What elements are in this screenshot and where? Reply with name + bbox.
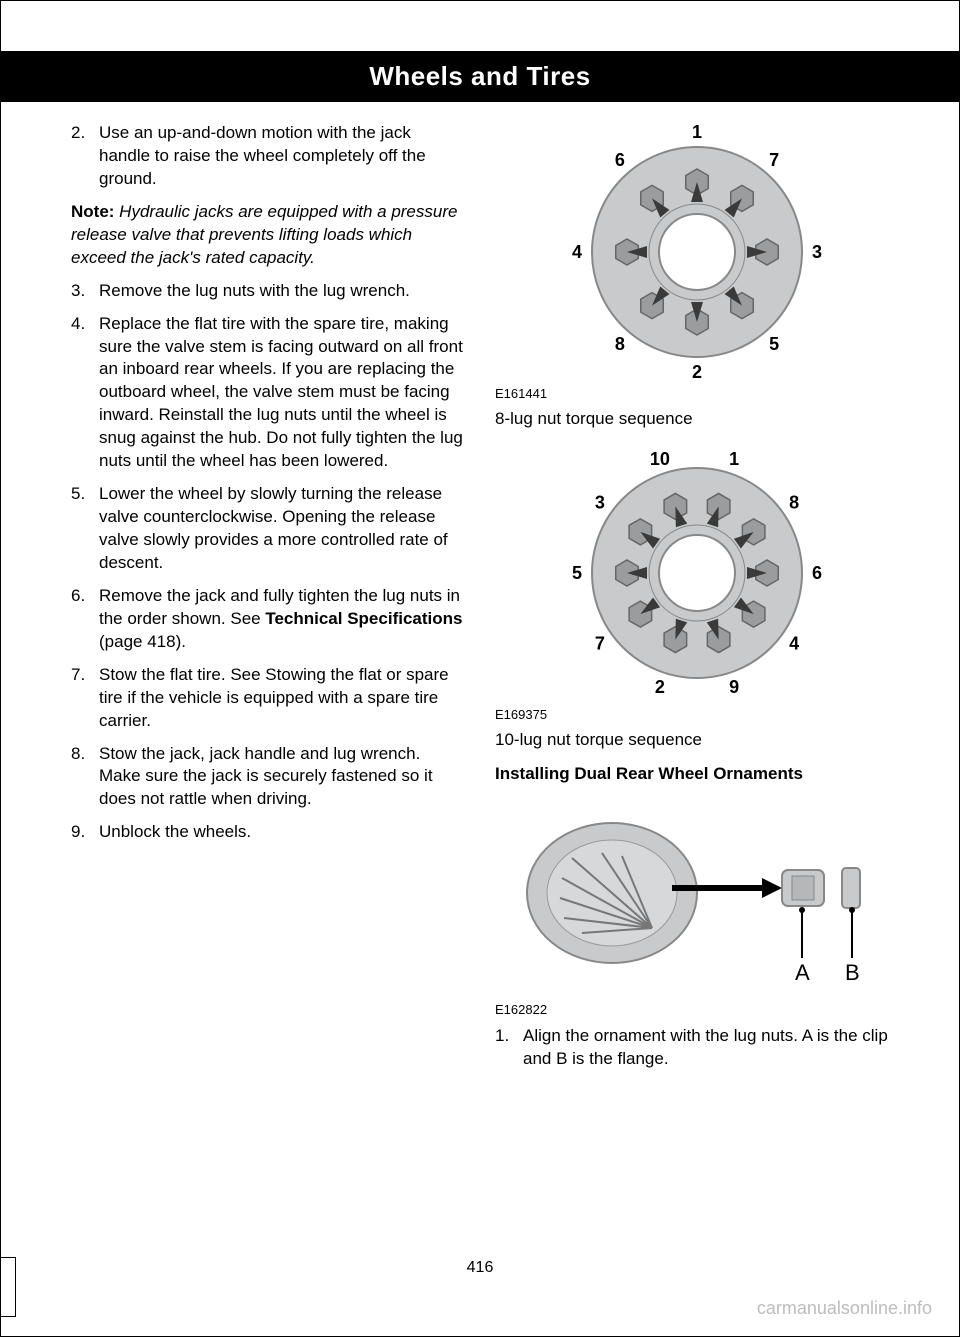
content-columns: 2. Use an up-and-down motion with the ja… [71,122,889,1081]
step-text-bold: Technical Specifications [265,609,462,628]
step-2: 2. Use an up-and-down motion with the ja… [71,122,465,191]
left-column: 2. Use an up-and-down motion with the ja… [71,122,465,1081]
step-5: 5. Lower the wheel by slowly turning the… [71,483,465,575]
step-number: 8. [71,743,99,812]
step-8: 8. Stow the jack, jack handle and lug wr… [71,743,465,812]
caption-10lug: 10-lug nut torque sequence [495,730,889,750]
note-text: Hydraulic jacks are equipped with a pres… [71,202,457,267]
lug-label: 3 [595,492,605,512]
lug-label: 4 [789,634,799,654]
lug-label: 8 [789,492,799,512]
step-text: Align the ornament with the lug nuts. A … [523,1025,889,1071]
lug-label: 9 [729,677,739,697]
ornament-step-1: 1. Align the ornament with the lug nuts.… [495,1025,889,1071]
step-9: 9. Unblock the wheels. [71,821,465,844]
step-3: 3. Remove the lug nuts with the lug wren… [71,280,465,303]
step-text: Remove the jack and fully tighten the lu… [99,585,465,654]
lug-label: 7 [595,634,605,654]
diagram-8lug: 1 7 3 5 2 8 4 6 E161441 [495,122,889,401]
page: Wheels and Tires 2. Use an up-and-down m… [0,0,960,1337]
lug-label: 1 [692,122,702,142]
step-number: 5. [71,483,99,575]
step-text: Lower the wheel by slowly turning the re… [99,483,465,575]
step-number: 4. [71,313,99,474]
step-text-post: (page 418). [99,632,186,651]
figure-code: E169375 [495,707,889,722]
lug-label: 2 [692,362,702,382]
step-text: Replace the flat tire with the spare tir… [99,313,465,474]
lug-label: 5 [769,334,779,354]
step-text: Use an up-and-down motion with the jack … [99,122,465,191]
step-number: 1. [495,1025,523,1071]
step-number: 7. [71,664,99,733]
figure-code: E161441 [495,386,889,401]
step-4: 4. Replace the flat tire with the spare … [71,313,465,474]
step-number: 3. [71,280,99,303]
lug-label: 3 [812,242,822,262]
lug-label: 5 [572,563,582,583]
step-text: Unblock the wheels. [99,821,465,844]
lug-label: 7 [769,150,779,170]
step-number: 6. [71,585,99,654]
page-number: 416 [0,1259,960,1277]
lug-label: 4 [572,242,582,262]
step-number: 2. [71,122,99,191]
diagram-ornament: A B E162822 [495,798,889,1017]
lug-label: 6 [812,563,822,583]
step-7: 7. Stow the flat tire. See Stowing the f… [71,664,465,733]
lug-label: 6 [615,150,625,170]
step-text: Stow the jack, jack handle and lug wrenc… [99,743,465,812]
page-title: Wheels and Tires [1,61,959,92]
figure-code: E162822 [495,1002,889,1017]
diagram-10lug: 10 1 8 6 4 9 2 7 5 3 E169375 [495,443,889,722]
note: Note: Hydraulic jacks are equipped with … [71,201,465,270]
watermark: carmanualsonline.info [757,1298,932,1319]
section-heading: Installing Dual Rear Wheel Ornaments [495,764,889,784]
caption-8lug: 8-lug nut torque sequence [495,409,889,429]
step-text: Stow the flat tire. See Stowing the flat… [99,664,465,733]
right-column: 1 7 3 5 2 8 4 6 E161441 8-lug nut torque sequen… [495,122,889,1081]
lug-label: 10 [650,449,670,469]
hub-8-icon: 1 7 3 5 2 8 4 6 [542,122,842,382]
hub-10-icon: 10 1 8 6 4 9 2 7 5 3 [542,443,842,703]
lug-label: 8 [615,334,625,354]
label-b: B [845,960,860,985]
ornament-icon: A B [502,798,882,998]
lug-label: 1 [729,449,739,469]
side-tab [0,1257,16,1317]
step-text: Remove the lug nuts with the lug wrench. [99,280,465,303]
lug-label: 2 [655,677,665,697]
note-label: Note: [71,202,114,221]
step-number: 9. [71,821,99,844]
label-a: A [795,960,810,985]
header-bar: Wheels and Tires [1,51,959,102]
step-6: 6. Remove the jack and fully tighten the… [71,585,465,654]
